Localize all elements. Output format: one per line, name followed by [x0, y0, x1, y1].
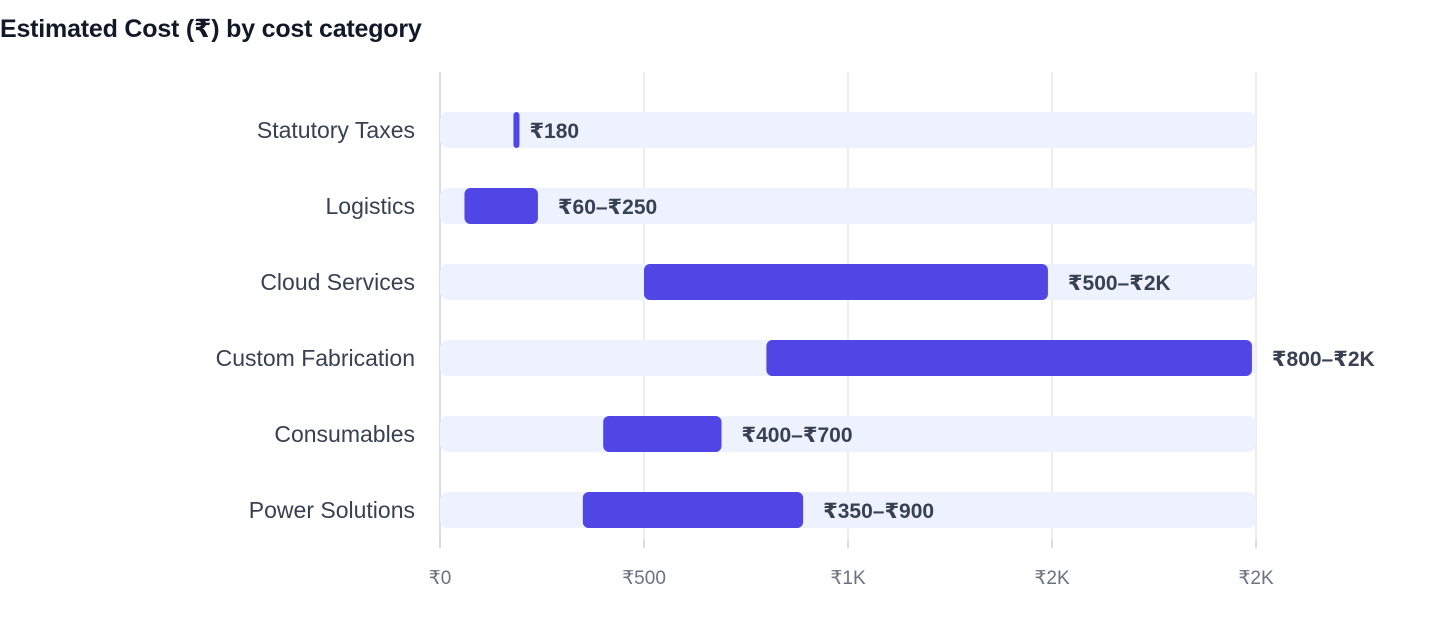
bar-row: Power Solutions ₹350–₹900	[249, 492, 1256, 528]
gridlines	[439, 72, 1257, 548]
range-bar[interactable]	[644, 264, 1048, 300]
x-tick-label: ₹0	[429, 568, 452, 589]
category-label: Power Solutions	[249, 497, 415, 523]
category-rows: Statutory Taxes ₹180 Logistics ₹60–₹250 Clou…	[216, 112, 1375, 528]
x-tick-label: ₹2K	[1034, 568, 1070, 589]
bar-row: Statutory Taxes ₹180	[257, 112, 1256, 148]
chart-title: Estimated Cost (₹) by cost category	[0, 15, 422, 43]
range-bar[interactable]	[582, 492, 804, 528]
value-label: ₹60–₹250	[558, 196, 657, 219]
x-axis: ₹0 ₹500 ₹1K ₹2K ₹2K	[429, 540, 1274, 589]
category-label: Logistics	[326, 193, 415, 219]
value-label: ₹800–₹2K	[1272, 348, 1375, 371]
range-bar[interactable]	[513, 112, 520, 148]
bar-row: Cloud Services ₹500–₹2K	[260, 264, 1256, 300]
value-label: ₹500–₹2K	[1068, 272, 1171, 295]
category-label: Cloud Services	[260, 269, 415, 295]
x-tick-label: ₹500	[622, 568, 666, 589]
value-label: ₹400–₹700	[742, 424, 853, 447]
bar-row: Custom Fabrication ₹800–₹2K	[216, 340, 1375, 376]
x-tick-label: ₹1K	[830, 568, 866, 589]
bar-row: Logistics ₹60–₹250	[326, 188, 1256, 224]
value-label: ₹350–₹900	[823, 500, 934, 523]
category-label: Consumables	[274, 421, 415, 447]
range-bar[interactable]	[464, 188, 538, 224]
x-tick-label: ₹2K	[1238, 568, 1274, 589]
category-label: Custom Fabrication	[216, 345, 415, 371]
range-bar[interactable]	[766, 340, 1252, 376]
bar-track	[440, 188, 1256, 224]
bar-row: Consumables ₹400–₹700	[274, 416, 1256, 452]
category-label: Statutory Taxes	[257, 117, 415, 143]
value-label: ₹180	[529, 120, 579, 143]
bar-track	[440, 112, 1256, 148]
range-bar[interactable]	[603, 416, 722, 452]
